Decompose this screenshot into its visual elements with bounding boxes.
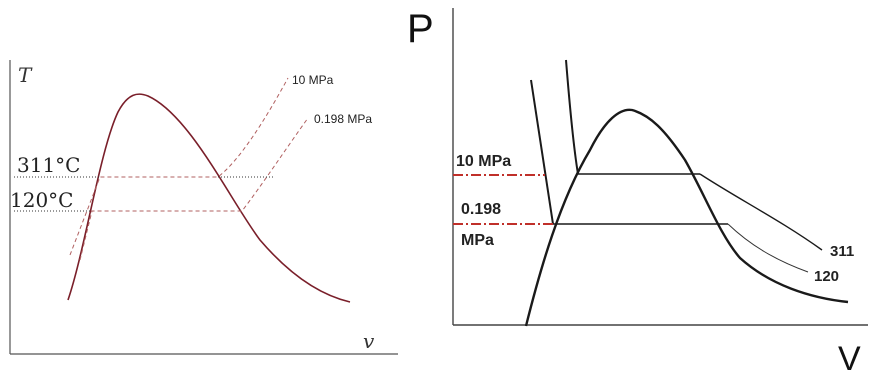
pv-x-axis-label: V [838,340,861,372]
pv-pressure-high-label: 10 MPa [456,153,511,170]
pv-isotherm-low-label: 120 [814,268,839,285]
pv-saturation-dome [524,108,849,327]
tv-temp-low-label: 120°C [10,188,73,212]
tv-isobar-high-label: 10 MPa [292,73,334,87]
pv-diagram: P V 10 MPa 0.198 MPa 311 120 [407,7,868,372]
pv-pressure-low-label-1: 0.198 [461,201,501,218]
pv-isotherm-311 [699,173,823,251]
pv-isotherm-120 [727,223,809,273]
tv-isobar-10mpa [69,77,289,256]
pv-y-axis-label: P [407,7,434,51]
pv-liquid-line-high [565,59,579,175]
tv-diagram: T v 10 MPa 0.198 MPa 311°C 120°C [9,60,398,355]
pv-pressure-low-label-2: MPa [461,232,494,249]
pv-isotherm-high-label: 311 [830,243,854,260]
tv-isobar-low-label: 0.198 MPa [314,112,372,126]
tv-temp-high-label: 311°C [17,153,80,177]
tv-x-axis-label: v [363,329,375,353]
tv-y-axis-label: T [18,63,33,87]
pv-liquid-line-low [530,79,554,225]
tv-saturation-dome [67,93,351,303]
